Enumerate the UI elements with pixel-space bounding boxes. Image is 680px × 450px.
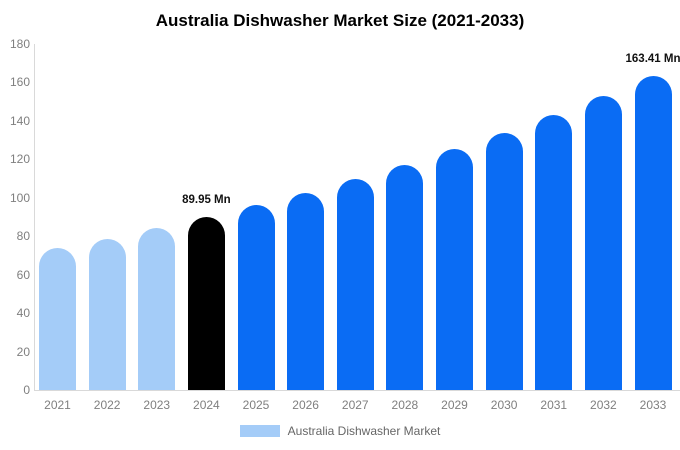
legend-swatch[interactable] — [239, 425, 280, 437]
bar-2025[interactable] — [237, 205, 275, 390]
x-tick-label-2025: 2025 — [242, 398, 270, 412]
bar-2029[interactable] — [436, 149, 473, 390]
x-tick-label-2024: 2024 — [193, 398, 220, 412]
value-label-2024: 89.95 Mn — [182, 194, 231, 207]
y-tick-label-120: 120 — [9, 152, 30, 167]
bar-2030[interactable] — [485, 132, 523, 390]
bar-2033[interactable] — [634, 75, 672, 390]
x-tick-label-2028: 2028 — [391, 398, 419, 412]
value-label-2033: 163.41 Mn — [625, 52, 680, 65]
x-tick-label-2031: 2031 — [540, 398, 568, 412]
y-tick-label-20: 20 — [16, 344, 30, 359]
x-axis-line — [34, 390, 680, 391]
x-tick-label-2023: 2023 — [143, 398, 171, 412]
y-axis-line — [34, 44, 35, 390]
y-tick-label-0: 0 — [23, 383, 30, 397]
x-tick-label-2029: 2029 — [441, 398, 468, 412]
y-tick-label-100: 100 — [9, 190, 30, 205]
bar-2026[interactable] — [287, 192, 325, 390]
x-tick-label-2030: 2030 — [490, 398, 518, 412]
x-tick-label-2032: 2032 — [590, 398, 617, 412]
bar-2031[interactable] — [535, 114, 573, 390]
x-tick-label-2033: 2033 — [639, 398, 667, 412]
x-tick-label-2022: 2022 — [93, 398, 121, 412]
legend[interactable]: Australia Dishwasher Market — [0, 422, 680, 440]
bar-2027[interactable] — [336, 178, 374, 390]
x-tick-label-2027: 2027 — [341, 398, 369, 412]
chart-title: Australia Dishwasher Market Size (2021-2… — [155, 11, 525, 30]
y-tick-label-160: 160 — [9, 75, 30, 90]
y-tick-label-80: 80 — [16, 229, 30, 244]
x-tick-label-2021: 2021 — [44, 398, 71, 412]
bar-2023[interactable] — [138, 228, 176, 390]
bar-2022[interactable] — [88, 238, 126, 390]
bar-2021[interactable] — [39, 248, 76, 390]
legend-label[interactable]: Australia Dishwasher Market — [287, 424, 441, 438]
y-tick-label-60: 60 — [16, 267, 30, 282]
y-tick-label-40: 40 — [16, 306, 30, 321]
x-tick-label-2026: 2026 — [292, 398, 319, 412]
y-tick-label-140: 140 — [9, 113, 30, 128]
y-tick-label-180: 180 — [9, 37, 30, 51]
bar-2032[interactable] — [584, 96, 622, 390]
bar-2024[interactable] — [187, 217, 225, 390]
bar-2028[interactable] — [386, 164, 424, 390]
